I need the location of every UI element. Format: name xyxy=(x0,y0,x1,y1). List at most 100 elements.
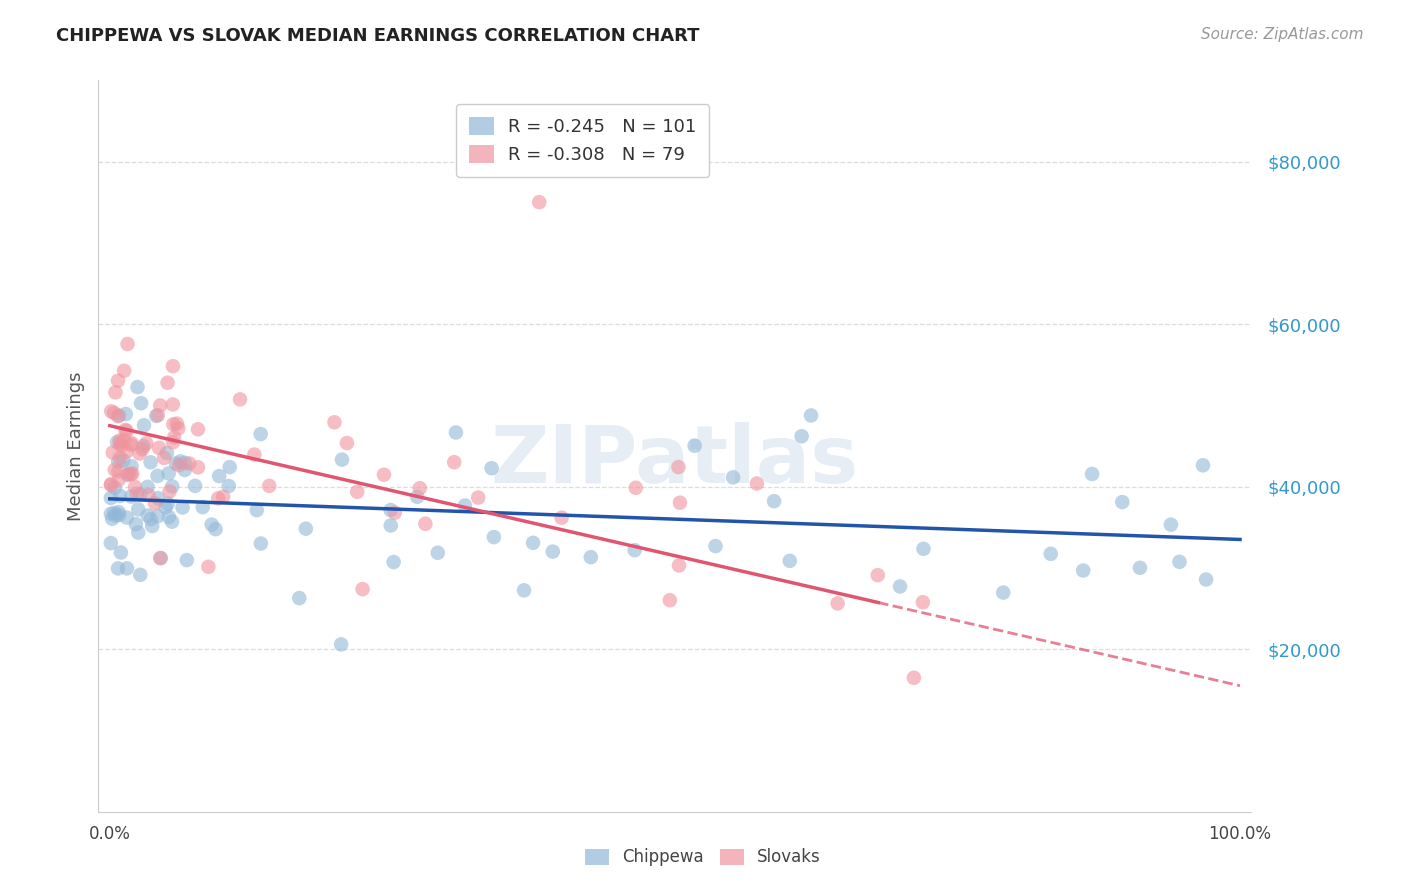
Point xyxy=(129,567,152,582)
Point xyxy=(159,484,181,499)
Point xyxy=(100,477,122,491)
Point xyxy=(153,450,176,465)
Point xyxy=(1192,458,1215,473)
Point xyxy=(384,506,406,520)
Point xyxy=(658,593,681,607)
Point xyxy=(156,376,179,390)
Point xyxy=(100,536,122,550)
Point xyxy=(623,543,645,558)
Point xyxy=(141,519,163,533)
Point xyxy=(108,409,131,423)
Point xyxy=(103,406,125,420)
Point xyxy=(172,500,194,515)
Point xyxy=(415,516,437,531)
Point xyxy=(125,487,148,501)
Point xyxy=(156,446,179,460)
Point xyxy=(139,455,162,469)
Point xyxy=(187,422,209,436)
Point xyxy=(107,505,129,519)
Point xyxy=(1071,564,1094,578)
Point xyxy=(127,502,149,516)
Point xyxy=(108,434,131,448)
Point xyxy=(169,454,191,468)
Point xyxy=(513,583,536,598)
Point xyxy=(120,438,142,452)
Point xyxy=(157,467,180,481)
Point xyxy=(668,558,690,573)
Point xyxy=(160,515,183,529)
Point xyxy=(125,517,148,532)
Point xyxy=(146,509,169,524)
Point xyxy=(103,506,125,520)
Point xyxy=(107,473,129,487)
Point xyxy=(104,508,127,523)
Point xyxy=(112,364,135,378)
Point xyxy=(149,551,172,566)
Point xyxy=(443,455,465,469)
Point xyxy=(135,436,157,450)
Point xyxy=(346,484,368,499)
Point xyxy=(704,539,727,553)
Point xyxy=(127,525,149,540)
Text: ZIPatlas: ZIPatlas xyxy=(491,422,859,500)
Point xyxy=(100,491,122,505)
Point xyxy=(145,409,167,423)
Point xyxy=(482,530,505,544)
Point xyxy=(108,508,131,522)
Point xyxy=(669,496,692,510)
Point xyxy=(115,444,138,458)
Point xyxy=(197,559,219,574)
Point xyxy=(212,490,235,504)
Point xyxy=(288,591,311,606)
Point xyxy=(165,457,187,471)
Point xyxy=(259,479,281,493)
Point xyxy=(218,479,240,493)
Point xyxy=(1081,467,1104,481)
Point xyxy=(127,380,149,394)
Point xyxy=(146,409,169,423)
Point xyxy=(108,489,131,503)
Point xyxy=(131,442,153,457)
Point xyxy=(444,425,467,440)
Point xyxy=(246,503,269,517)
Point xyxy=(911,595,934,609)
Point xyxy=(107,374,129,388)
Point xyxy=(426,546,449,560)
Point xyxy=(101,512,124,526)
Point xyxy=(132,418,155,433)
Text: CHIPPEWA VS SLOVAK MEDIAN EARNINGS CORRELATION CHART: CHIPPEWA VS SLOVAK MEDIAN EARNINGS CORRE… xyxy=(56,27,700,45)
Point xyxy=(529,195,551,210)
Point xyxy=(243,448,266,462)
Point xyxy=(184,479,207,493)
Point xyxy=(129,487,152,501)
Point xyxy=(1111,495,1133,509)
Point xyxy=(380,503,402,517)
Point xyxy=(167,421,190,435)
Point xyxy=(191,500,214,515)
Point xyxy=(149,399,172,413)
Point xyxy=(115,510,138,524)
Point xyxy=(187,460,209,475)
Point xyxy=(903,671,925,685)
Point xyxy=(1168,555,1191,569)
Point xyxy=(129,396,152,410)
Point xyxy=(721,470,744,484)
Point xyxy=(249,427,271,442)
Point xyxy=(115,424,138,438)
Point xyxy=(790,429,813,443)
Point xyxy=(162,359,184,374)
Point xyxy=(163,430,186,444)
Point xyxy=(104,385,127,400)
Point xyxy=(104,463,127,477)
Point xyxy=(409,481,432,495)
Point xyxy=(124,480,146,494)
Point xyxy=(100,478,122,492)
Point xyxy=(295,522,318,536)
Point xyxy=(120,467,142,482)
Point xyxy=(104,481,127,495)
Point xyxy=(218,460,240,475)
Point xyxy=(373,467,395,482)
Point xyxy=(121,467,143,481)
Point xyxy=(136,480,159,494)
Point xyxy=(112,433,135,447)
